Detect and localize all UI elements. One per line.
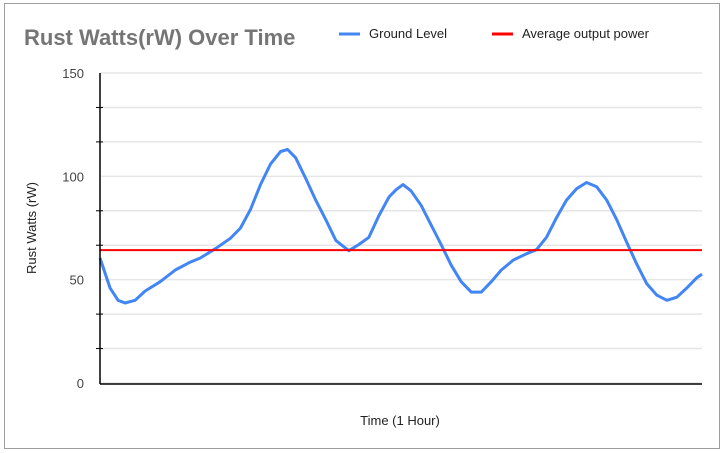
legend-label-ground-level: Ground Level	[369, 26, 447, 41]
y-tick-label: 100	[62, 169, 84, 184]
x-axis-label: Time (1 Hour)	[360, 413, 440, 428]
chart-title: Rust Watts(rW) Over Time	[24, 25, 295, 50]
legend-label-average: Average output power	[522, 26, 650, 41]
y-tick-label: 0	[77, 376, 84, 391]
y-tick-label: 50	[70, 273, 84, 288]
chart-frame	[4, 3, 720, 449]
y-axis-label: Rust Watts (rW)	[24, 182, 39, 274]
y-tick-label: 150	[62, 66, 84, 81]
